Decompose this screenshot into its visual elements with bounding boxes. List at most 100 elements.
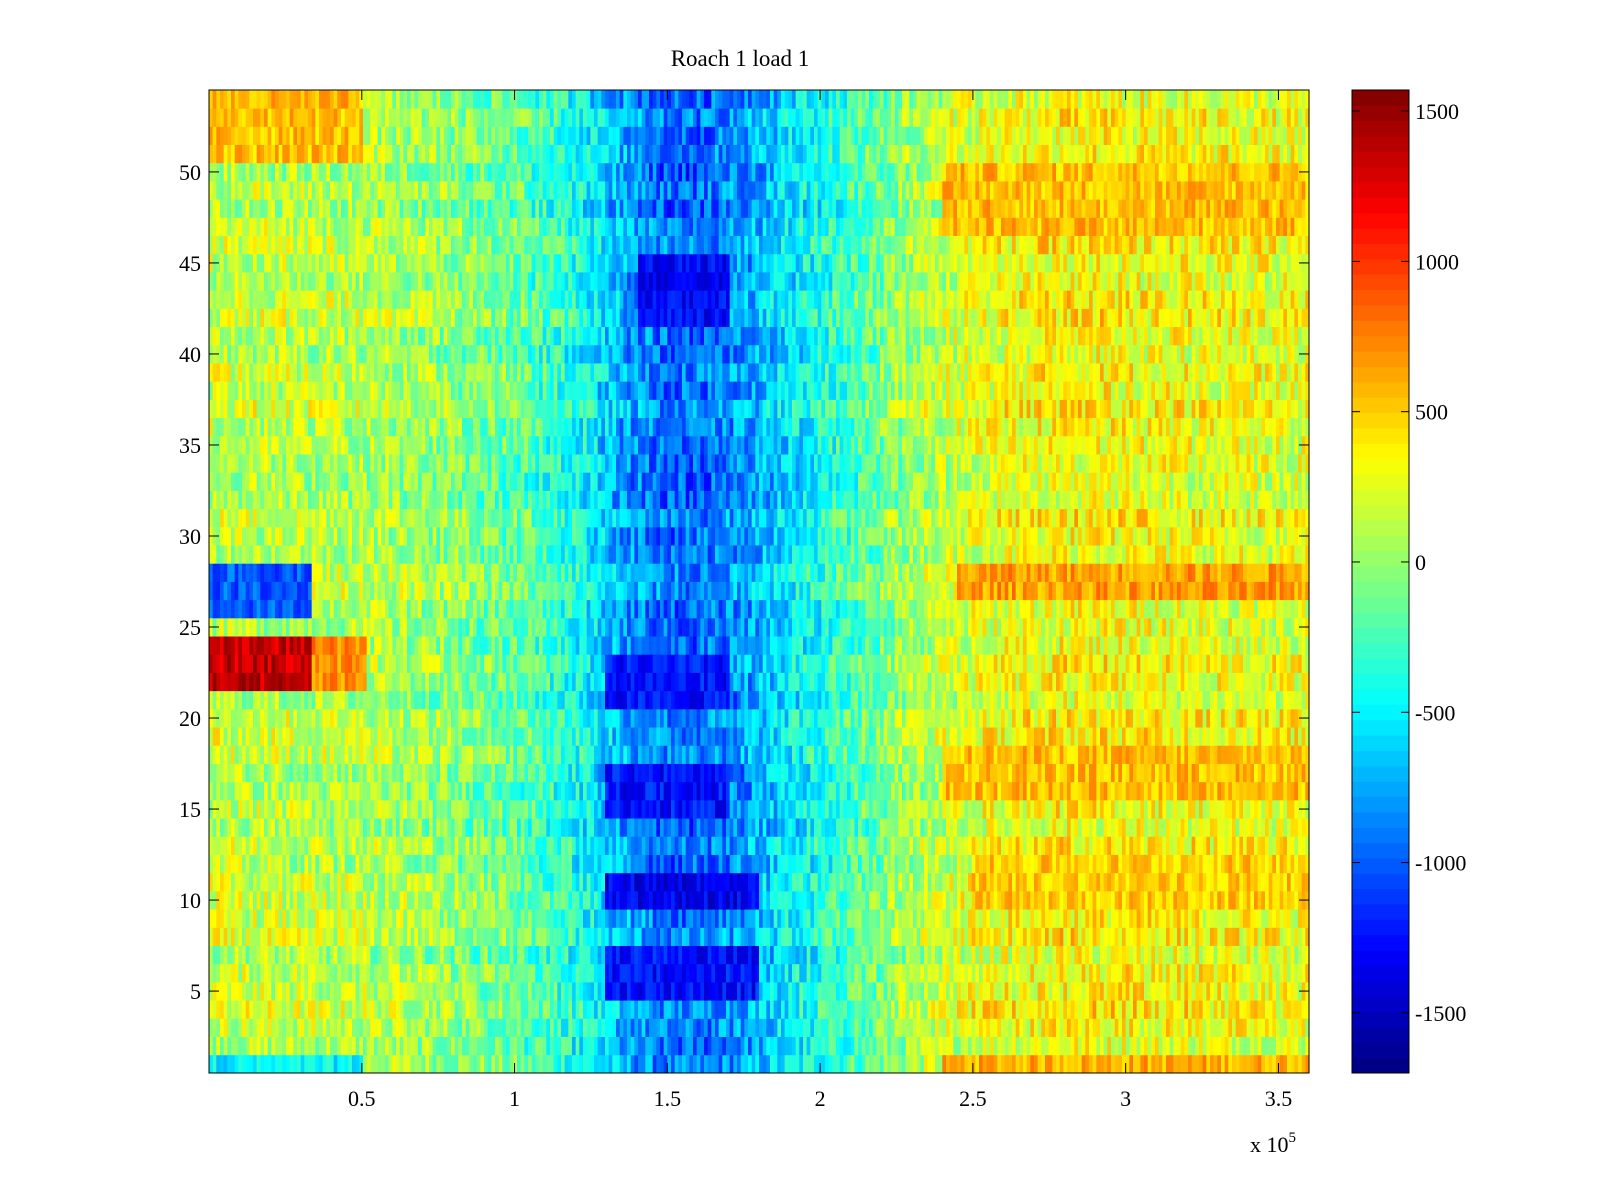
heatmap-cell — [847, 890, 852, 910]
heatmap-cell — [1298, 945, 1303, 965]
heatmap-cell — [432, 1036, 437, 1056]
heatmap-cell — [1100, 1036, 1105, 1056]
heatmap-cell — [777, 872, 782, 892]
heatmap-cell — [1290, 963, 1295, 983]
heatmap-cell — [1107, 1036, 1112, 1056]
heatmap-cell — [784, 927, 789, 946]
heatmap-cell — [935, 981, 940, 1001]
heatmap-cell — [1037, 890, 1042, 910]
heatmap-cell — [715, 818, 720, 837]
heatmap-cell — [561, 1000, 566, 1019]
heatmap-cell — [410, 818, 415, 837]
heatmap-cell — [392, 890, 397, 910]
heatmap-cell — [762, 818, 767, 837]
heatmap-cell — [528, 818, 533, 837]
heatmap-cell — [1217, 836, 1222, 855]
heatmap-cell — [1283, 890, 1288, 910]
heatmap-cell — [652, 909, 657, 928]
heatmap-cell — [227, 799, 232, 819]
heatmap-cell — [583, 945, 588, 965]
heatmap-cell — [458, 1018, 463, 1037]
heatmap-cell — [1023, 1000, 1028, 1019]
heatmap-cell — [374, 781, 379, 801]
heatmap-cell — [1026, 1000, 1031, 1019]
heatmap-cell — [1015, 890, 1020, 910]
heatmap-cell — [971, 872, 976, 892]
heatmap-cell — [524, 781, 529, 801]
heatmap-cell — [1063, 854, 1068, 874]
heatmap-cell — [1272, 981, 1277, 1001]
heatmap-cell — [931, 1000, 936, 1019]
heatmap-cell — [520, 818, 525, 837]
heatmap-cell — [271, 981, 276, 1001]
heatmap-cell — [359, 818, 364, 837]
heatmap-cell — [1254, 1054, 1259, 1074]
heatmap-cell — [469, 945, 474, 965]
heatmap-cell — [344, 818, 349, 837]
heatmap-cell — [1008, 781, 1013, 801]
heatmap-cell — [821, 781, 826, 801]
heatmap-cell — [1074, 909, 1079, 928]
heatmap-cell — [755, 763, 760, 783]
heatmap-cell — [1081, 818, 1086, 837]
heatmap-cell — [1144, 781, 1149, 801]
heatmap-cell — [1287, 945, 1292, 965]
heatmap-cell — [689, 872, 694, 892]
heatmap-cell — [572, 1036, 577, 1056]
heatmap-cell — [253, 872, 258, 892]
heatmap-cell — [605, 818, 610, 837]
heatmap-cell — [971, 909, 976, 928]
heatmap-cell — [359, 763, 364, 783]
heatmap-cell — [685, 836, 690, 855]
heatmap-cell — [289, 981, 294, 1001]
heatmap-cell — [363, 1054, 368, 1074]
heatmap-cell — [1122, 799, 1127, 819]
heatmap-cell — [414, 818, 419, 837]
heatmap-cell — [297, 981, 302, 1001]
heatmap-cell — [865, 1000, 870, 1019]
heatmap-cell — [1056, 872, 1061, 892]
heatmap-cell — [880, 890, 885, 910]
heatmap-cell — [1173, 818, 1178, 837]
heatmap-cell — [388, 836, 393, 855]
heatmap-cell — [843, 890, 848, 910]
heatmap-cell — [1030, 1036, 1035, 1056]
heatmap-cell — [454, 981, 459, 1001]
heatmap-cell — [1103, 872, 1108, 892]
heatmap-cell — [766, 909, 771, 928]
heatmap-cell — [267, 836, 272, 855]
heatmap-cell — [1246, 781, 1251, 801]
heatmap-cell — [821, 872, 826, 892]
heatmap-cell — [502, 781, 507, 801]
heatmap-cell — [506, 1036, 511, 1056]
heatmap-cell — [223, 890, 228, 910]
heatmap-cell — [718, 799, 723, 819]
heatmap-cell — [1235, 1054, 1240, 1074]
heatmap-cell — [568, 1018, 573, 1037]
heatmap-cell — [1191, 945, 1196, 965]
heatmap-cell — [385, 836, 390, 855]
heatmap-cell — [711, 927, 716, 946]
heatmap-cell — [608, 872, 613, 892]
heatmap-cell — [355, 836, 360, 855]
heatmap-cell — [473, 945, 478, 965]
heatmap-cell — [682, 854, 687, 874]
heatmap-cell — [876, 836, 881, 855]
heatmap-cell — [385, 1036, 390, 1056]
heatmap-cell — [1254, 872, 1259, 892]
heatmap-cell — [1298, 1036, 1303, 1056]
heatmap-cell — [476, 1018, 481, 1037]
heatmap-cell — [953, 927, 958, 946]
heatmap-cell — [374, 1000, 379, 1019]
heatmap-cell — [766, 927, 771, 946]
heatmap-cell — [473, 818, 478, 837]
heatmap-cell — [407, 1000, 412, 1019]
heatmap-cell — [931, 872, 936, 892]
heatmap-cell — [733, 927, 738, 946]
heatmap-cell — [630, 981, 635, 1001]
heatmap-cell — [1122, 781, 1127, 801]
heatmap-cell — [667, 854, 672, 874]
heatmap-cell — [1195, 1000, 1200, 1019]
heatmap-cell — [465, 818, 470, 837]
heatmap-cell — [388, 854, 393, 874]
